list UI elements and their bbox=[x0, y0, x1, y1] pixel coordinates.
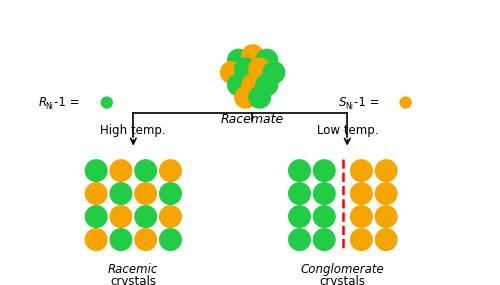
Circle shape bbox=[241, 73, 264, 96]
Circle shape bbox=[350, 205, 373, 228]
Text: High temp.: High temp. bbox=[100, 124, 166, 137]
Text: Racemic: Racemic bbox=[108, 263, 158, 276]
Circle shape bbox=[134, 205, 157, 228]
Text: $S$: $S$ bbox=[338, 96, 347, 109]
Circle shape bbox=[313, 228, 336, 251]
Circle shape bbox=[110, 228, 132, 251]
Circle shape bbox=[248, 58, 271, 80]
Circle shape bbox=[262, 61, 285, 84]
Circle shape bbox=[313, 182, 336, 205]
Text: -1 =: -1 = bbox=[354, 96, 384, 109]
Circle shape bbox=[350, 228, 373, 251]
Circle shape bbox=[313, 205, 336, 228]
Circle shape bbox=[374, 205, 398, 228]
Circle shape bbox=[84, 205, 108, 228]
Text: Ni: Ni bbox=[346, 101, 354, 111]
Circle shape bbox=[256, 73, 278, 96]
Text: Ni: Ni bbox=[45, 101, 53, 111]
Circle shape bbox=[288, 182, 311, 205]
Circle shape bbox=[110, 159, 132, 182]
Circle shape bbox=[241, 44, 264, 67]
Circle shape bbox=[227, 73, 250, 96]
Circle shape bbox=[288, 205, 311, 228]
Circle shape bbox=[110, 205, 132, 228]
Text: Racemate: Racemate bbox=[221, 113, 284, 126]
Circle shape bbox=[134, 228, 157, 251]
Circle shape bbox=[248, 86, 271, 109]
Circle shape bbox=[350, 159, 373, 182]
Circle shape bbox=[84, 228, 108, 251]
Text: $R$: $R$ bbox=[38, 96, 47, 109]
Text: Low temp.: Low temp. bbox=[316, 124, 378, 137]
Circle shape bbox=[134, 182, 157, 205]
Circle shape bbox=[227, 49, 250, 72]
Circle shape bbox=[234, 58, 257, 80]
Circle shape bbox=[400, 96, 412, 109]
Circle shape bbox=[84, 182, 108, 205]
Text: Conglomerate: Conglomerate bbox=[301, 263, 384, 276]
Circle shape bbox=[84, 159, 108, 182]
Text: crystals: crystals bbox=[320, 275, 366, 285]
Circle shape bbox=[220, 61, 243, 84]
Circle shape bbox=[374, 182, 398, 205]
Circle shape bbox=[234, 86, 257, 109]
Circle shape bbox=[159, 159, 182, 182]
Circle shape bbox=[159, 182, 182, 205]
Circle shape bbox=[288, 228, 311, 251]
Circle shape bbox=[350, 182, 373, 205]
Circle shape bbox=[374, 159, 398, 182]
Circle shape bbox=[100, 96, 113, 109]
Circle shape bbox=[374, 228, 398, 251]
Circle shape bbox=[110, 182, 132, 205]
Circle shape bbox=[134, 159, 157, 182]
Circle shape bbox=[159, 228, 182, 251]
Circle shape bbox=[288, 159, 311, 182]
Circle shape bbox=[159, 205, 182, 228]
Circle shape bbox=[256, 49, 278, 72]
Text: crystals: crystals bbox=[110, 275, 156, 285]
Text: -1 =: -1 = bbox=[54, 96, 83, 109]
Circle shape bbox=[313, 159, 336, 182]
